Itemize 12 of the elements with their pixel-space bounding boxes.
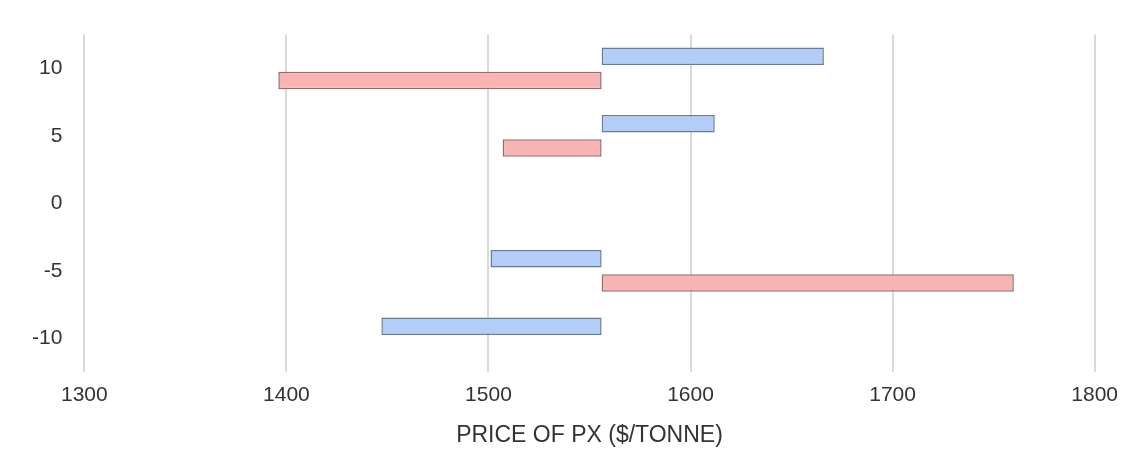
y-tick-label: -5	[43, 257, 63, 281]
x-tick-label: 1600	[667, 381, 714, 405]
y-tick-label: 10	[38, 55, 63, 79]
x-tick-label: 1400	[263, 381, 310, 405]
y-tick-label: 0	[50, 190, 63, 214]
x-tick-label: 1300	[60, 381, 108, 405]
x-tick-label: 1700	[869, 381, 916, 405]
x-tick-label: 1500	[465, 381, 512, 405]
x-axis-title: PRICE OF PX ($/TONNE)	[456, 420, 723, 447]
y-tick-label: 5	[50, 122, 63, 146]
x-tick-label: 1800	[1071, 381, 1118, 405]
y-tick-label: -10	[31, 325, 63, 349]
